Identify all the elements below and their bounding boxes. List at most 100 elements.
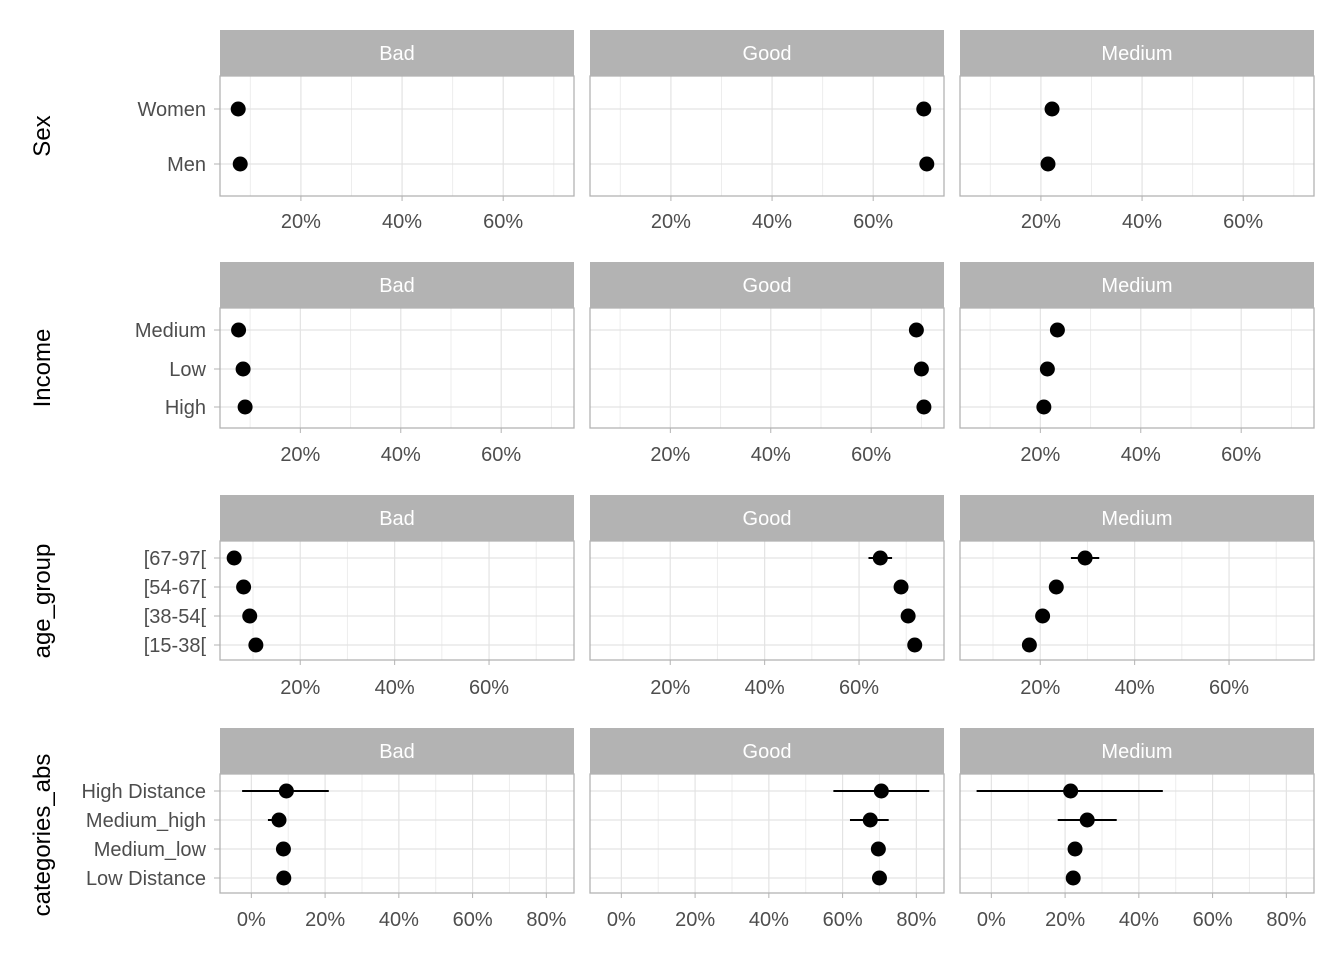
facet-strip	[220, 495, 574, 541]
panel-border	[959, 307, 1315, 429]
x-tick-label: 60%	[1223, 211, 1263, 233]
panel-border	[219, 307, 575, 429]
facet-strip	[960, 728, 1314, 774]
panel-medium: Medium 0% 20% 40% 60% 80%	[959, 728, 1315, 931]
x-tick-label: 20%	[280, 677, 320, 699]
data-point	[248, 637, 264, 653]
data-point	[276, 870, 292, 886]
data-point	[242, 608, 258, 624]
data-point	[916, 399, 932, 415]
x-tick-label: 0%	[237, 909, 266, 931]
x-tick-label: 60%	[823, 909, 863, 931]
facet-strip	[590, 262, 944, 308]
row-axis-label: age_group	[29, 544, 56, 659]
data-point	[231, 322, 247, 338]
panel-bad: Bad 20% 40% 60%	[219, 262, 575, 466]
x-tick-label: 40%	[379, 909, 419, 931]
panel-bad: Bad 20% 40% 60%	[219, 495, 575, 699]
panel-background	[960, 541, 1314, 660]
panel-border	[589, 540, 945, 661]
data-point	[862, 812, 878, 828]
panel-border	[589, 773, 945, 894]
data-point	[1039, 361, 1055, 377]
panel-good: Good 20% 40% 60%	[589, 30, 945, 233]
y-tick-label: Women	[137, 99, 206, 121]
panel-border	[589, 75, 945, 197]
x-tick-label: 80%	[526, 909, 566, 931]
x-tick-label: 20%	[1020, 444, 1060, 466]
x-tick-label: 60%	[1209, 677, 1249, 699]
data-point	[236, 579, 252, 595]
y-tick-label: High	[165, 397, 206, 419]
x-tick-label: 60%	[483, 211, 523, 233]
facet-strip	[590, 495, 944, 541]
data-point	[913, 361, 929, 377]
panel-border	[959, 773, 1315, 894]
x-tick-label: 0%	[607, 909, 636, 931]
facet-strip	[220, 728, 574, 774]
data-point	[1049, 322, 1065, 338]
data-point	[907, 637, 923, 653]
panel-medium: Medium 20% 40% 60%	[959, 30, 1315, 233]
y-tick-label: High Distance	[81, 781, 206, 803]
y-tick-label: Medium_low	[94, 839, 207, 861]
panel-border	[959, 75, 1315, 197]
data-point	[1021, 637, 1037, 653]
facet-strip-label: Medium	[1101, 43, 1172, 65]
y-tick-label: Medium_high	[86, 810, 206, 832]
facet-strip	[220, 30, 574, 76]
facet-strip	[960, 30, 1314, 76]
x-tick-label: 40%	[752, 211, 792, 233]
x-tick-label: 40%	[1121, 444, 1161, 466]
x-tick-label: 60%	[851, 444, 891, 466]
panel-bad: Bad 0% 20% 40% 60% 80%	[219, 728, 575, 931]
x-tick-label: 40%	[382, 211, 422, 233]
x-tick-label: 40%	[745, 677, 785, 699]
panel-medium: Medium 20% 40% 60%	[959, 262, 1315, 466]
x-tick-label: 40%	[749, 909, 789, 931]
y-tick-label: Low	[169, 359, 206, 381]
x-tick-label: 20%	[650, 677, 690, 699]
panel-background	[590, 308, 944, 428]
x-tick-label: 60%	[481, 444, 521, 466]
panel-good: Good 20% 40% 60%	[589, 262, 945, 466]
facet-strip	[220, 262, 574, 308]
x-tick-label: 40%	[751, 444, 791, 466]
x-tick-label: 60%	[1221, 444, 1261, 466]
facet-strip-label: Good	[743, 43, 792, 65]
panel-background	[220, 76, 574, 196]
x-tick-label: 40%	[381, 444, 421, 466]
panel-bad: Bad 20% 40% 60%	[219, 30, 575, 233]
x-tick-label: 40%	[375, 677, 415, 699]
facet-row-income: Income Medium Low High Bad 20% 40% 60% Good 20% 40…	[29, 262, 1315, 466]
panel-background	[220, 541, 574, 660]
facet-strip	[960, 495, 1314, 541]
x-tick-label: 80%	[1266, 909, 1306, 931]
data-point	[278, 783, 294, 799]
facet-strip-label: Bad	[379, 508, 415, 530]
data-point	[893, 579, 909, 595]
x-tick-label: 60%	[853, 211, 893, 233]
x-tick-label: 40%	[1122, 211, 1162, 233]
y-tick-label: [54-67[	[144, 577, 207, 599]
facet-strip-label: Good	[743, 508, 792, 530]
data-point	[1065, 870, 1081, 886]
y-tick-label: Low Distance	[86, 868, 206, 890]
facet-strip	[960, 262, 1314, 308]
x-tick-label: 20%	[1021, 211, 1061, 233]
x-tick-label: 20%	[651, 211, 691, 233]
facet-strip-label: Bad	[379, 741, 415, 763]
facet-strip	[590, 30, 944, 76]
data-point	[872, 550, 888, 566]
x-tick-label: 20%	[650, 444, 690, 466]
facet-strip-label: Good	[743, 275, 792, 297]
facet-strip	[590, 728, 944, 774]
data-point	[919, 156, 935, 172]
data-point	[1035, 608, 1051, 624]
data-point	[870, 841, 886, 857]
panel-good: Good 0% 20% 40% 60% 80%	[589, 728, 945, 931]
data-point	[908, 322, 924, 338]
facet-strip-label: Medium	[1101, 741, 1172, 763]
data-point	[1063, 783, 1079, 799]
panel-background	[960, 76, 1314, 196]
